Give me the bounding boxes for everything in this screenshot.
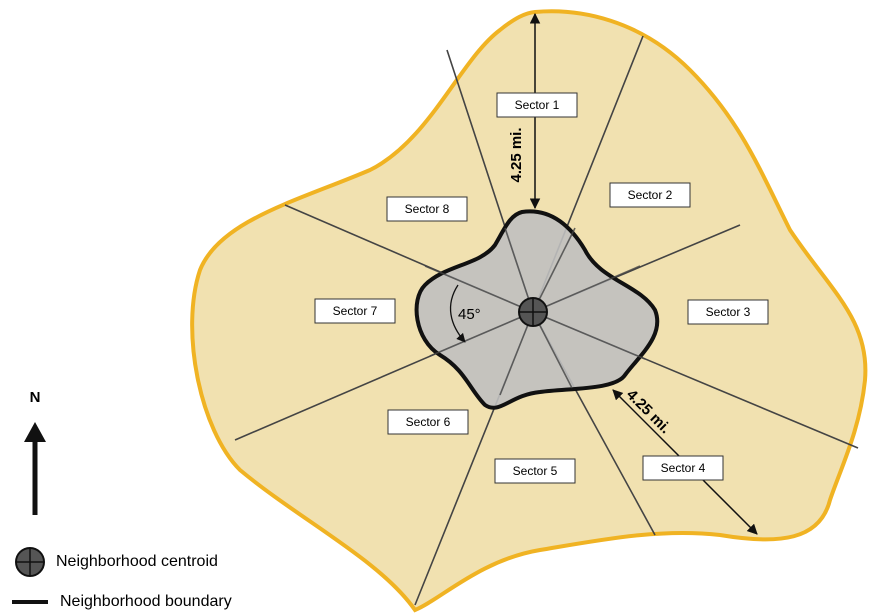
distance-label: 4.25 mi.: [508, 127, 525, 182]
sector-box: [387, 409, 469, 435]
sector-label: Sector 8: [405, 202, 450, 216]
centroid: [518, 297, 548, 327]
sector-box: [642, 455, 724, 481]
sector-label: Sector 1: [515, 98, 560, 112]
angle-arc: [449, 284, 466, 343]
sector-box: [314, 298, 396, 324]
sector-box: [496, 92, 578, 118]
legend-label: Neighborhood boundary: [60, 593, 232, 610]
sector-label: Sector 7: [333, 304, 378, 318]
legend-centroid-icon: [15, 547, 45, 577]
sector-box: [687, 299, 769, 325]
sector-label: Sector 4: [661, 461, 706, 475]
north-arrow-head: [24, 422, 46, 442]
legend-label: Neighborhood centroid: [56, 553, 218, 570]
sector-box: [609, 182, 691, 208]
sector-label: Sector 5: [513, 464, 558, 478]
sector-box: [386, 196, 468, 222]
sector-box: [494, 458, 576, 484]
sector-label: Sector 2: [628, 188, 673, 202]
sector-label: Sector 6: [406, 415, 451, 429]
sector-label: Sector 3: [706, 305, 751, 319]
angle-label: 45°: [458, 306, 481, 323]
north-label: N: [30, 389, 41, 406]
